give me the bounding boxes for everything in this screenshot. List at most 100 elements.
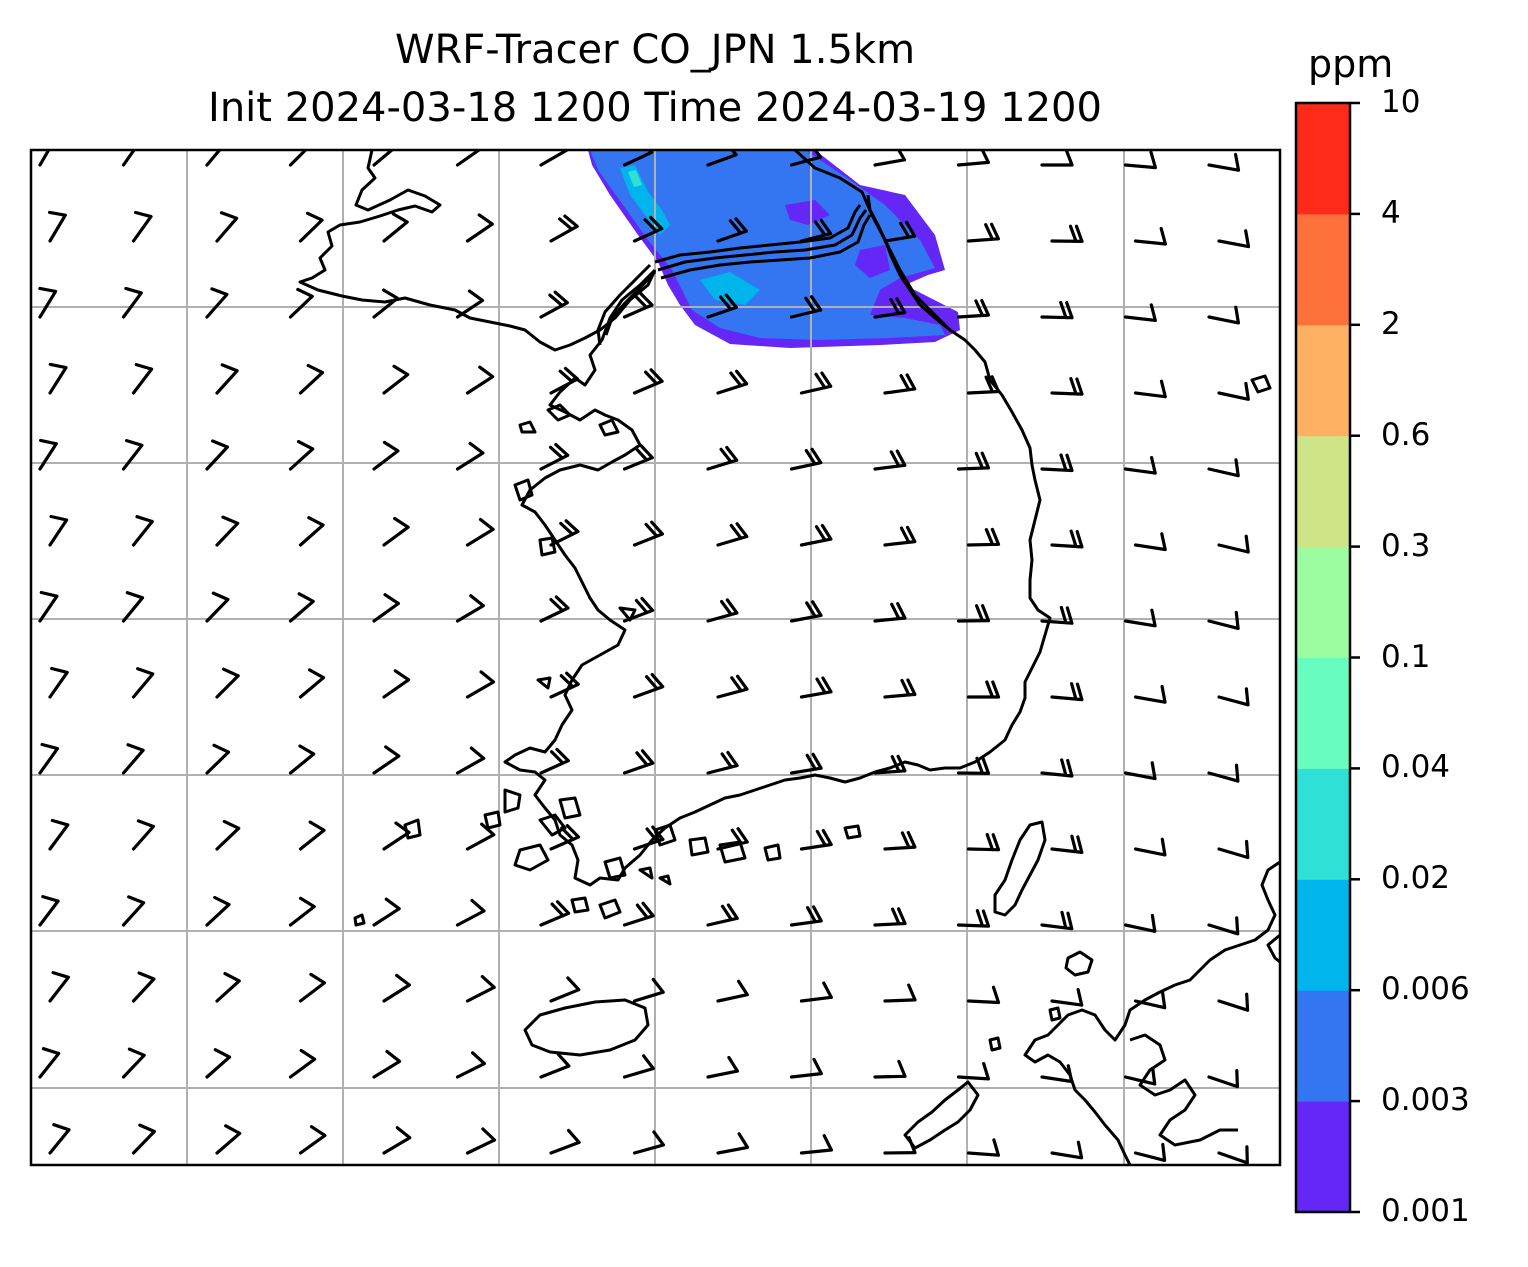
wind-barb — [799, 523, 833, 547]
wind-barb — [1123, 150, 1157, 170]
wind-barb — [622, 749, 655, 775]
wind-barb — [632, 368, 664, 395]
wind-barb — [298, 972, 326, 1003]
wind-barb — [131, 210, 153, 243]
wind-barb — [622, 901, 655, 927]
wind-barb — [716, 979, 749, 1003]
colorbar-segment — [1296, 435, 1350, 548]
wind-barb — [1050, 834, 1084, 854]
wind-barb — [1207, 152, 1241, 172]
island-jeju — [523, 998, 650, 1057]
coast-japan-right — [1266, 933, 1280, 964]
wind-barb — [539, 290, 569, 319]
wind-barb — [38, 895, 60, 927]
wind-barb — [121, 286, 143, 319]
wind-barb — [455, 150, 482, 167]
wind-barb — [215, 819, 241, 851]
wind-barb — [966, 985, 1001, 1005]
wind-barb — [549, 1128, 581, 1155]
wind-barb — [1123, 303, 1157, 322]
wind-barb — [883, 678, 917, 699]
plume-violet-patch — [785, 200, 830, 225]
wind-barb — [215, 972, 241, 1003]
wind-barb — [48, 818, 70, 851]
colorbar-segment — [1296, 546, 1350, 658]
wind-barb — [1133, 684, 1167, 704]
wind-barb — [382, 973, 411, 1003]
wind-barb — [121, 1047, 146, 1079]
wind-barb — [288, 896, 316, 927]
islands-west-korea — [403, 403, 637, 840]
wind-barb — [1207, 305, 1240, 325]
wind-barb — [382, 669, 411, 699]
wind-barb — [288, 592, 315, 623]
wind-barb — [121, 743, 145, 775]
wind-barb — [205, 591, 230, 623]
colorbar-segment — [1296, 103, 1350, 215]
wind-barb — [205, 743, 231, 775]
colorbar-tick-label: 0.001 — [1381, 1193, 1470, 1229]
wind-barb — [298, 516, 325, 547]
coast-korea-west — [503, 268, 1052, 887]
wind-barb — [215, 515, 240, 547]
wind-barb — [465, 670, 496, 699]
wind-barb — [966, 680, 1001, 699]
wind-barb — [48, 1123, 71, 1155]
wind-barb — [1217, 687, 1250, 707]
colorbar-unit: ppm — [1308, 42, 1394, 86]
wind-barb — [1050, 1140, 1084, 1160]
plume-cyan-2 — [700, 272, 760, 305]
wind-barb — [1217, 534, 1250, 554]
colorbar-tick-label: 0.04 — [1381, 749, 1451, 786]
map-title-line-1: WRF-Tracer CO_JPN 1.5km — [394, 27, 916, 73]
tracer-co-plume — [588, 150, 960, 348]
border-china-nk-2 — [657, 209, 868, 272]
wind-barb — [288, 287, 314, 319]
wind-barb — [956, 909, 991, 928]
border-china-nk-1 — [654, 204, 862, 264]
plume-aqua — [628, 170, 642, 187]
wind-barb — [1207, 916, 1240, 936]
wind-barb — [1123, 913, 1157, 933]
wind-barb — [131, 515, 154, 547]
wind-barb — [549, 214, 579, 243]
wind-barb — [1040, 300, 1074, 320]
wind-barb — [1123, 761, 1157, 781]
wind-barb — [288, 1048, 317, 1079]
wind-barb — [706, 903, 739, 927]
colorbar-segment — [1296, 990, 1350, 1102]
wind-barb — [455, 594, 485, 623]
wind-barb — [372, 1049, 402, 1079]
wind-barb — [38, 286, 58, 319]
wind-barb — [455, 1051, 486, 1079]
wind-barb — [288, 150, 308, 167]
wind-barb — [1133, 1142, 1167, 1162]
wind-barb — [799, 829, 833, 851]
wind-barb — [455, 898, 486, 927]
colorbar-tick-label: 0.1 — [1381, 638, 1431, 675]
colorbar-segment — [1296, 324, 1350, 437]
wind-barb — [873, 754, 907, 775]
wind-barb — [716, 217, 748, 243]
wind-barb — [549, 976, 581, 1003]
wind-barb — [706, 293, 738, 319]
colorbar — [1294, 101, 1360, 1214]
wind-barb — [205, 1048, 232, 1079]
colorbar-segment — [1296, 657, 1350, 769]
wind-barb — [215, 363, 239, 395]
wind-barb — [799, 218, 833, 243]
colorbar-tick-label: 0.3 — [1381, 527, 1431, 564]
wind-barb — [382, 516, 410, 547]
wind-barb — [789, 905, 823, 927]
islands-south-korea — [353, 823, 862, 927]
wind-barb — [131, 667, 155, 699]
wind-barb — [455, 289, 485, 319]
wind-barb — [966, 1138, 1000, 1157]
island-goto — [903, 1080, 980, 1150]
wind-barb — [48, 362, 68, 395]
wind-barb — [1050, 377, 1084, 396]
wind-barb — [1207, 763, 1240, 783]
wind-barb — [38, 590, 59, 623]
wind-barb — [956, 451, 991, 471]
